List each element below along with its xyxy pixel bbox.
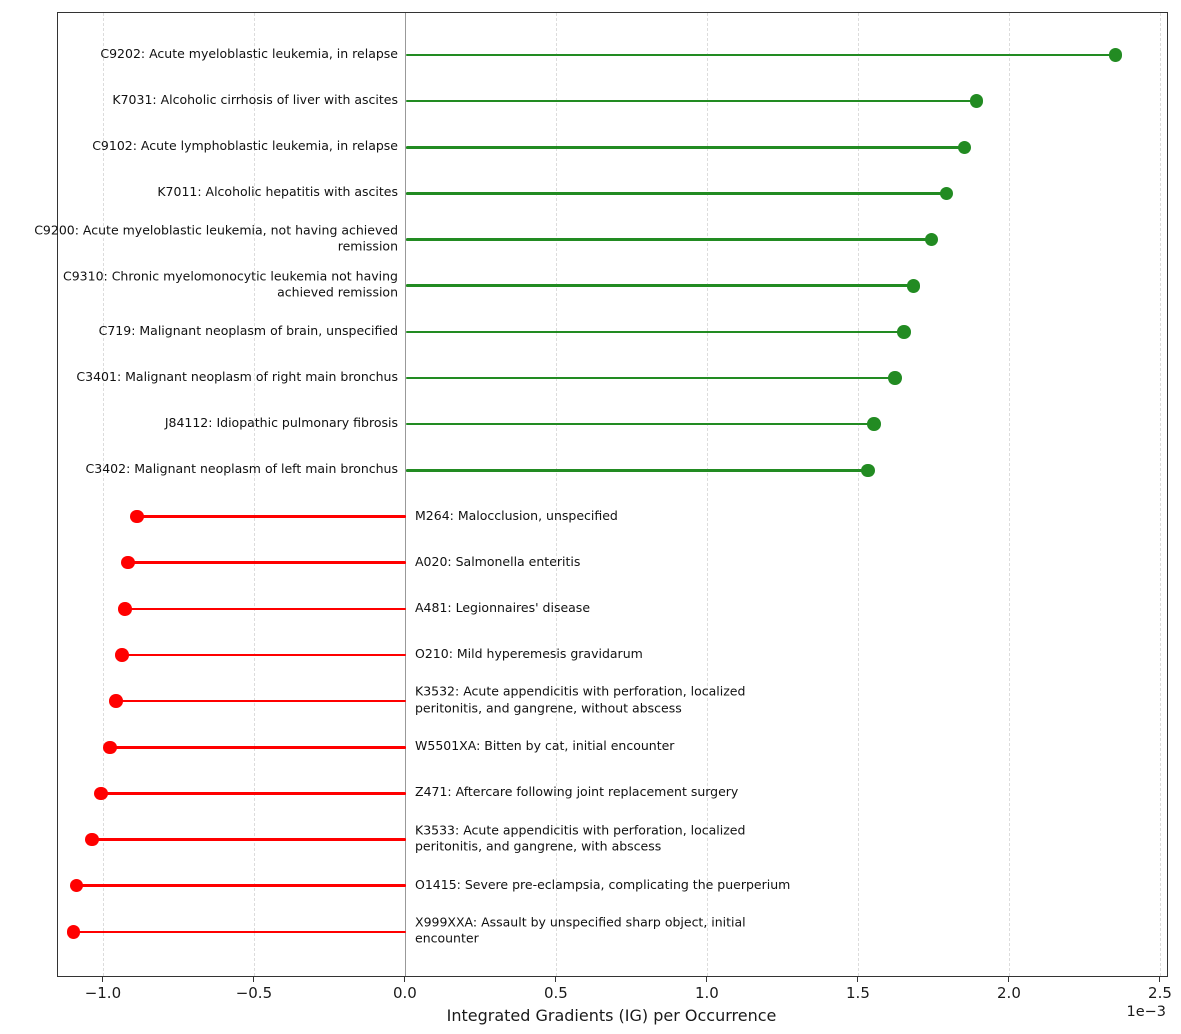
- lollipop-dot: [1108, 48, 1123, 62]
- row-label: X999XXA: Assault by unspecified sharp ob…: [415, 914, 746, 946]
- row-label: A020: Salmonella enteritis: [415, 553, 581, 569]
- lollipop-stem: [405, 330, 905, 334]
- row-label: K7031: Alcoholic cirrhosis of liver with…: [112, 91, 398, 107]
- lollipop-stem: [405, 469, 868, 472]
- x-tick-label: −1.0: [84, 984, 122, 1002]
- gridline: [1160, 13, 1162, 976]
- lollipop-stem: [100, 792, 406, 795]
- lollipop-stem: [128, 561, 406, 564]
- lollipop-dot: [861, 463, 875, 478]
- lollipop-stem: [405, 238, 932, 241]
- row-label: J84112: Idiopathic pulmonary fibrosis: [164, 414, 398, 430]
- lollipop-dot: [924, 232, 939, 247]
- lollipop-dot: [130, 509, 144, 524]
- x-tick-label: 1.5: [846, 984, 870, 1002]
- x-tick-label: 2.5: [1148, 984, 1172, 1002]
- x-tick-mark: [1159, 976, 1161, 982]
- lollipop-stem: [405, 53, 1116, 57]
- row-label: C719: Malignant neoplasm of brain, unspe…: [98, 322, 398, 338]
- lollipop-stem: [405, 99, 977, 103]
- row-label: C3401: Malignant neoplasm of right main …: [76, 368, 398, 384]
- lollipop-stem: [405, 376, 896, 380]
- lollipop-dot: [969, 94, 984, 108]
- x-axis-label: Integrated Gradients (IG) per Occurrence: [446, 1006, 777, 1025]
- lollipop-stem: [122, 653, 406, 657]
- lollipop-dot: [867, 417, 881, 431]
- x-tick-mark: [706, 976, 708, 982]
- row-label: K3532: Acute appendicitis with perforati…: [415, 683, 746, 716]
- zero-line: [405, 13, 407, 976]
- lollipop-dot: [85, 832, 99, 847]
- lollipop-stem: [109, 745, 406, 749]
- lollipop-stem: [91, 838, 406, 841]
- row-label: M264: Malocclusion, unspecified: [415, 507, 618, 523]
- lollipop-stem: [73, 930, 406, 934]
- x-axis-offset-label: 1e−3: [1126, 1004, 1166, 1020]
- row-label: C9200: Acute myeloblastic leukemia, not …: [34, 222, 398, 254]
- x-tick-mark: [1008, 976, 1010, 982]
- row-label: W5501XA: Bitten by cat, initial encounte…: [415, 738, 675, 753]
- row-label: C3402: Malignant neoplasm of left main b…: [85, 461, 398, 477]
- x-tick-label: 1.0: [694, 984, 719, 1002]
- plot-area: [57, 12, 1168, 977]
- lollipop-stem: [76, 884, 406, 887]
- row-label: C9202: Acute myeloblastic leukemia, in r…: [100, 45, 398, 61]
- lollipop-dot: [103, 740, 117, 754]
- lollipop-dot: [69, 878, 84, 893]
- lollipop-dot: [897, 325, 911, 339]
- row-label: A481: Legionnaires' disease: [415, 599, 591, 615]
- lollipop-stem: [137, 515, 406, 518]
- x-tick-label: −0.5: [235, 984, 273, 1002]
- row-label: Z471: Aftercare following joint replacem…: [415, 784, 739, 800]
- lollipop-stem: [405, 146, 965, 149]
- x-tick-mark: [102, 976, 104, 982]
- lollipop-dot: [118, 602, 132, 616]
- gridline: [707, 13, 709, 976]
- x-tick-label: 0.5: [543, 984, 568, 1002]
- row-label: K7011: Alcoholic hepatitis with ascites: [157, 184, 398, 200]
- lollipop-dot: [957, 140, 972, 155]
- lollipop-stem: [405, 422, 875, 426]
- lollipop-dot: [66, 925, 81, 939]
- x-tick-mark: [253, 976, 255, 982]
- lollipop-dot: [906, 279, 921, 293]
- lollipop-dot: [109, 694, 123, 708]
- gridline: [858, 13, 860, 976]
- gridline: [254, 13, 256, 976]
- lollipop-dot: [121, 555, 135, 570]
- gridline: [556, 13, 558, 976]
- lollipop-stem: [125, 607, 406, 611]
- x-tick-label: 0.0: [392, 984, 417, 1002]
- x-tick-label: 2.0: [997, 984, 1021, 1002]
- row-label: O1415: Severe pre-eclampsia, complicatin…: [415, 876, 791, 892]
- lollipop-dot: [115, 648, 129, 662]
- x-tick-mark: [857, 976, 859, 982]
- gridline: [1009, 13, 1011, 976]
- lollipop-stem: [405, 192, 947, 195]
- lollipop-dot: [94, 786, 108, 801]
- lollipop-dot: [888, 371, 902, 385]
- lollipop-stem: [115, 699, 406, 703]
- row-label: K3533: Acute appendicitis with perforati…: [415, 822, 746, 854]
- row-label: O210: Mild hyperemesis gravidarum: [415, 645, 643, 661]
- gridline: [103, 13, 105, 976]
- lollipop-stem: [405, 284, 914, 288]
- x-tick-mark: [404, 976, 406, 982]
- x-tick-mark: [555, 976, 557, 982]
- lollipop-dot: [939, 186, 954, 201]
- row-label: C9310: Chronic myelomonocytic leukemia n…: [62, 268, 398, 300]
- row-label: C9102: Acute lymphoblastic leukemia, in …: [92, 138, 398, 154]
